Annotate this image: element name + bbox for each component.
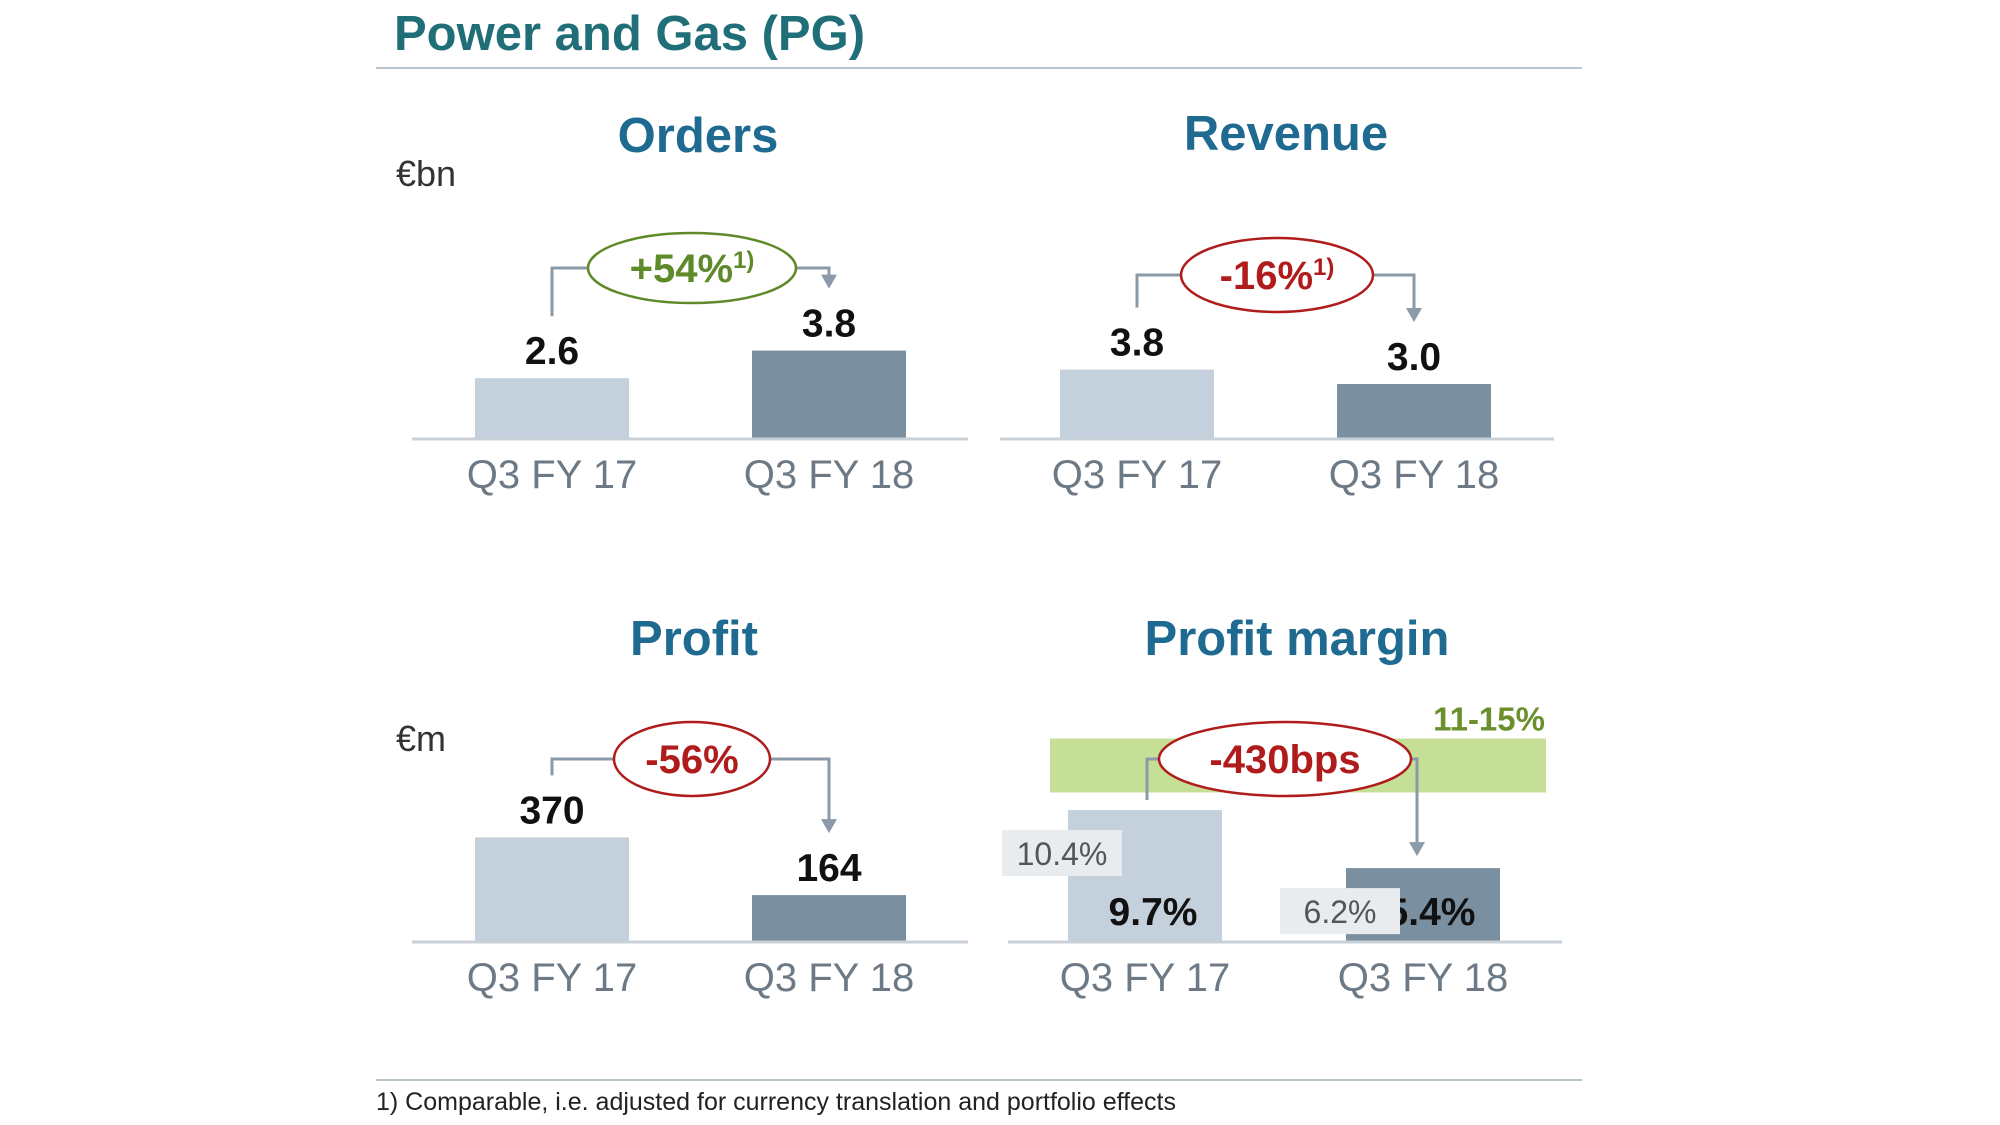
change-connector-right (796, 266, 831, 277)
category-label: Q3 FY 18 (744, 453, 914, 497)
chart-title: Orders (618, 109, 779, 163)
change-arrowhead (821, 274, 837, 289)
chart-orders: Orders €bn 2.6 3.8 Q3 FY 17 Q3 FY 18 +54%1) (396, 109, 968, 497)
bar-current (752, 350, 906, 438)
change-connector-left (550, 266, 588, 317)
change-oval (586, 231, 798, 305)
category-label: Q3 FY 17 (467, 453, 637, 497)
change-connector-left (1135, 273, 1181, 308)
value-label: 9.7% (1109, 891, 1198, 934)
change-arrowhead (821, 819, 837, 834)
chart-title: Profit (630, 612, 758, 666)
bar-prior (1060, 369, 1214, 438)
value-label: 5.4% (1387, 891, 1476, 934)
chart-title: Revenue (1184, 107, 1388, 161)
chart-revenue: Revenue 3.8 3.0 Q3 FY 17 Q3 FY 18 -16%1) (1000, 107, 1554, 497)
change-oval (1179, 236, 1375, 314)
category-label: Q3 FY 17 (1060, 956, 1230, 1000)
chart-profit-margin: Profit margin 11-15% 9.7% 5.4% Q3 FY 17 Q3 FY… (1002, 612, 1562, 1000)
change-label: +54%1) (630, 247, 755, 291)
unit-label: €m (396, 718, 446, 759)
value-label: 3.0 (1387, 336, 1441, 379)
secondary-value-label: 6.2% (1304, 894, 1377, 930)
category-label: Q3 FY 17 (467, 956, 637, 1000)
change-connector-right (1373, 273, 1416, 310)
chart-title: Profit margin (1145, 612, 1450, 666)
value-label: 370 (519, 789, 584, 832)
change-connector-right (770, 757, 831, 822)
bar-current (752, 895, 906, 941)
value-label: 164 (796, 847, 861, 890)
change-connector-left (550, 757, 614, 776)
change-label: -56% (645, 738, 738, 782)
change-arrowhead (1409, 842, 1425, 857)
change-arrowhead (1406, 308, 1422, 322)
change-connector-left (1145, 757, 1159, 801)
change-label: -430bps (1209, 738, 1360, 782)
change-label: -16%1) (1220, 254, 1335, 298)
secondary-value-box (1280, 888, 1400, 935)
change-oval (1157, 720, 1413, 798)
change-footnote-marker: 1) (733, 247, 754, 274)
secondary-value-label: 10.4% (1017, 836, 1108, 872)
category-label: Q3 FY 18 (1329, 453, 1499, 497)
category-label: Q3 FY 17 (1052, 453, 1222, 497)
chart-profit: Profit €m 370 164 Q3 FY 17 Q3 FY 18 -56% (396, 612, 968, 1000)
secondary-value-box (1002, 830, 1122, 877)
value-label: 3.8 (1110, 322, 1164, 365)
category-label: Q3 FY 18 (1338, 956, 1508, 1000)
value-label: 2.6 (525, 330, 579, 373)
change-footnote-marker: 1) (1313, 254, 1334, 281)
unit-label: €bn (396, 153, 456, 194)
footnote: 1) Comparable, i.e. adjusted for currenc… (376, 1088, 1176, 1116)
chart-panels: Orders €bn 2.6 3.8 Q3 FY 17 Q3 FY 18 +54%1) Rev… (396, 107, 1562, 1000)
change-oval (612, 720, 772, 798)
bar-prior (475, 378, 629, 438)
category-label: Q3 FY 18 (744, 956, 914, 1000)
value-label: 3.8 (802, 303, 856, 346)
page-title: Power and Gas (PG) (394, 7, 865, 61)
target-range-label: 11-15% (1433, 701, 1545, 738)
bar-current (1337, 384, 1491, 438)
change-connector-right (1411, 757, 1419, 845)
bar-prior (475, 837, 629, 941)
